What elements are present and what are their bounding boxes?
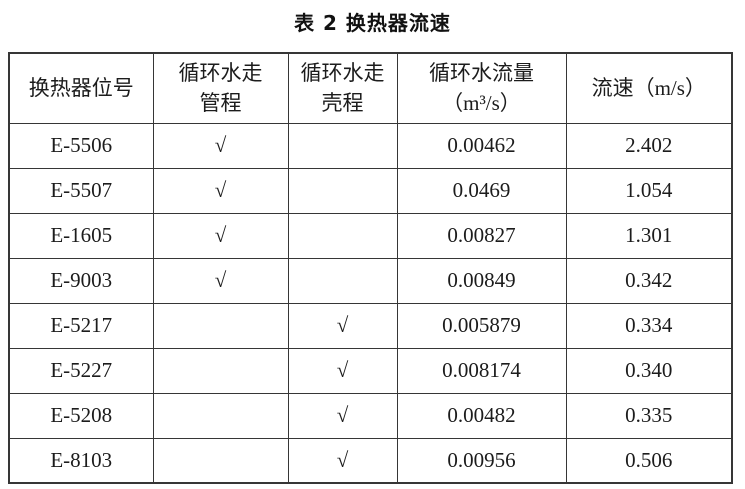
col-header-tube-side: 循环水走 管程 — [152, 52, 289, 124]
table-row: E-5208 √ 0.00482 0.335 — [8, 392, 733, 439]
cell-tube-side-check — [152, 437, 289, 484]
cell-flow-rate: 0.0469 — [396, 167, 567, 214]
table-row: E-5507 √ 0.0469 1.054 — [8, 167, 733, 214]
col-header-velocity: 流速（m/s） — [565, 52, 733, 124]
cell-shell-side-check — [287, 212, 398, 259]
header-line: 循环水走 — [300, 61, 385, 86]
cell-exchanger-tag: E-8103 — [8, 437, 154, 484]
cell-velocity: 2.402 — [565, 122, 733, 169]
cell-flow-rate: 0.00849 — [396, 257, 567, 304]
table-row: E-8103 √ 0.00956 0.506 — [8, 437, 733, 484]
cell-exchanger-tag: E-5507 — [8, 167, 154, 214]
cell-velocity: 0.335 — [565, 392, 733, 439]
cell-flow-rate: 0.00462 — [396, 122, 567, 169]
header-line: 循环水流量 — [429, 61, 534, 86]
col-header-flow-rate: 循环水流量 （m³/s） — [396, 52, 567, 124]
table-row: E-1605 √ 0.00827 1.301 — [8, 212, 733, 259]
cell-shell-side-check — [287, 257, 398, 304]
table-title: 表 2 换热器流速 — [294, 11, 451, 35]
header-line: 流速（m/s） — [591, 76, 706, 101]
cell-exchanger-tag: E-9003 — [8, 257, 154, 304]
table-header: 换热器位号 循环水走 管程 循环水走 壳程 循环水流量 （m³/s） 流速（m/… — [8, 52, 733, 124]
cell-exchanger-tag: E-1605 — [8, 212, 154, 259]
col-header-shell-side: 循环水走 壳程 — [287, 52, 398, 124]
table-row: E-5227 √ 0.008174 0.340 — [8, 347, 733, 394]
cell-exchanger-tag: E-5217 — [8, 302, 154, 349]
cell-tube-side-check: √ — [152, 212, 289, 259]
col-header-exchanger-tag: 换热器位号 — [8, 52, 154, 124]
cell-tube-side-check: √ — [152, 122, 289, 169]
header-line: （m³/s） — [442, 91, 521, 116]
cell-velocity: 1.301 — [565, 212, 733, 259]
heat-exchanger-flow-table: 换热器位号 循环水走 管程 循环水走 壳程 循环水流量 （m³/s） 流速（m/… — [8, 52, 733, 484]
cell-flow-rate: 0.00482 — [396, 392, 567, 439]
cell-shell-side-check: √ — [287, 392, 398, 439]
cell-velocity: 0.340 — [565, 347, 733, 394]
cell-tube-side-check — [152, 347, 289, 394]
cell-velocity: 0.506 — [565, 437, 733, 484]
cell-exchanger-tag: E-5208 — [8, 392, 154, 439]
cell-tube-side-check: √ — [152, 257, 289, 304]
header-row: 换热器位号 循环水走 管程 循环水走 壳程 循环水流量 （m³/s） 流速（m/… — [8, 52, 733, 124]
header-line: 循环水走 — [178, 61, 263, 86]
cell-shell-side-check: √ — [287, 437, 398, 484]
cell-tube-side-check: √ — [152, 167, 289, 214]
cell-flow-rate: 0.00827 — [396, 212, 567, 259]
cell-tube-side-check — [152, 302, 289, 349]
cell-velocity: 0.334 — [565, 302, 733, 349]
cell-exchanger-tag: E-5227 — [8, 347, 154, 394]
cell-velocity: 0.342 — [565, 257, 733, 304]
cell-flow-rate: 0.005879 — [396, 302, 567, 349]
cell-flow-rate: 0.00956 — [396, 437, 567, 484]
header-line: 管程 — [199, 91, 242, 116]
header-line: 壳程 — [321, 91, 364, 116]
cell-shell-side-check: √ — [287, 347, 398, 394]
table-row: E-5506 √ 0.00462 2.402 — [8, 122, 733, 169]
cell-shell-side-check — [287, 167, 398, 214]
cell-flow-rate: 0.008174 — [396, 347, 567, 394]
table-row: E-5217 √ 0.005879 0.334 — [8, 302, 733, 349]
table-body: E-5506 √ 0.00462 2.402 E-5507 √ 0.0469 1… — [8, 122, 733, 484]
cell-tube-side-check — [152, 392, 289, 439]
cell-shell-side-check — [287, 122, 398, 169]
header-line: 换热器位号 — [28, 76, 134, 101]
table-row: E-9003 √ 0.00849 0.342 — [8, 257, 733, 304]
cell-exchanger-tag: E-5506 — [8, 122, 154, 169]
cell-shell-side-check: √ — [287, 302, 398, 349]
cell-velocity: 1.054 — [565, 167, 733, 214]
